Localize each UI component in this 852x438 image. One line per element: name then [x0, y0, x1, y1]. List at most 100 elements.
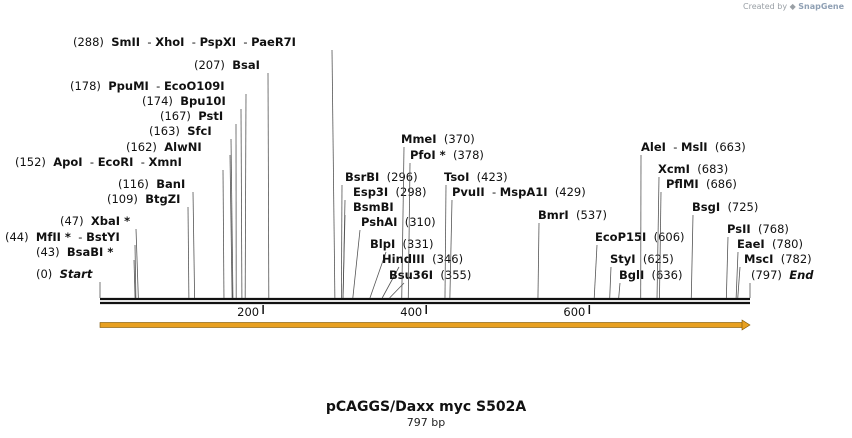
site-pshai[interactable]: PshAI (310)	[352, 215, 436, 299]
site-connector	[134, 244, 137, 299]
site-label[interactable]: (178) PpuMI - EcoO109I	[70, 79, 225, 93]
site-label[interactable]: PsII (768)	[727, 222, 789, 236]
label-gap	[773, 252, 780, 266]
site-label[interactable]: (207) BsaI	[194, 58, 260, 72]
site-label[interactable]: BsgI (725)	[692, 200, 758, 214]
site-tsoi[interactable]: TsoI (423)	[444, 170, 508, 299]
site-label[interactable]: PflMI (686)	[666, 177, 737, 191]
site-pvuii[interactable]: PvuII - MspA1I (429)	[449, 185, 586, 299]
site-start[interactable]: (0) Start	[36, 267, 101, 298]
site-label[interactable]: BglI (636)	[619, 268, 682, 282]
map-title: pCAGGS/Daxx myc S502A	[325, 399, 527, 415]
site-pfoi[interactable]: PfoI * (378)	[407, 148, 484, 299]
site-mfii[interactable]: (44) MfII * - BstYI	[5, 230, 137, 299]
site-bmri[interactable]: BmrI (537)	[537, 208, 607, 299]
site-label[interactable]: (109) BtgZI	[107, 192, 180, 206]
site-label[interactable]: Bsu36I (355)	[389, 268, 471, 282]
feature-arrow-body	[99, 322, 744, 328]
site-sfci[interactable]: (163) SfcI	[149, 124, 234, 299]
site-connector	[342, 214, 346, 299]
enzyme-name: MspA1I	[500, 185, 548, 199]
site-bgli[interactable]: BglI (636)	[618, 268, 683, 299]
site-alei[interactable]: AleI - MslI (663)	[640, 140, 746, 299]
site-label[interactable]: HindIII (346)	[382, 252, 463, 266]
site-bsmbi[interactable]: BsmBI	[342, 200, 394, 299]
site-hindiii[interactable]: HindIII (346)	[381, 252, 463, 299]
enzyme-name: XbaI *	[91, 214, 130, 228]
site-label[interactable]: BmrI (537)	[538, 208, 607, 222]
site-alwni[interactable]: (162) AlwNI	[126, 140, 233, 299]
enzyme-name: PaeR7I	[251, 35, 296, 49]
site-blpi[interactable]: BlpI (331)	[369, 237, 434, 299]
site-psii[interactable]: PsII (768)	[725, 222, 789, 299]
site-label[interactable]: EaeI (780)	[737, 237, 803, 251]
site-label[interactable]: PvuII - MspA1I (429)	[452, 185, 586, 199]
site-eaei[interactable]: EaeI (780)	[735, 237, 803, 299]
site-position: (288)	[73, 35, 104, 49]
site-label[interactable]: PfoI * (378)	[410, 148, 484, 162]
site-xbai[interactable]: (47) XbaI *	[60, 214, 139, 299]
site-label[interactable]: EcoP15I (606)	[595, 230, 685, 244]
site-label[interactable]: PshAI (310)	[361, 215, 436, 229]
site-bsu36i[interactable]: Bsu36I (355)	[389, 268, 471, 299]
site-bani[interactable]: (116) BanI	[118, 177, 196, 299]
label-gap	[699, 177, 706, 191]
site-ppumi[interactable]: (178) PpuMI - EcoO109I	[70, 79, 247, 299]
site-bsabi[interactable]: (43) BsaBI *	[36, 245, 136, 299]
enzyme-name: XcmI	[658, 162, 690, 176]
site-bsgi[interactable]: BsgI (725)	[690, 200, 758, 299]
site-label[interactable]: MscI (782)	[744, 252, 812, 266]
site-position: (797)	[751, 268, 782, 282]
site-position: (663)	[715, 140, 746, 154]
site-bpu10i[interactable]: (174) Bpu10I	[142, 94, 243, 299]
site-label[interactable]: XcmI (683)	[658, 162, 728, 176]
site-styi[interactable]: StyI (625)	[609, 252, 674, 299]
site-btgzi[interactable]: (109) BtgZI	[107, 192, 190, 299]
credit-brand: SnapGene	[798, 2, 844, 11]
site-connector	[331, 49, 336, 299]
site-bsai[interactable]: (207) BsaI	[194, 58, 270, 299]
site-label[interactable]: StyI (625)	[610, 252, 674, 266]
name-separator: -	[83, 155, 98, 169]
site-label[interactable]: (47) XbaI *	[60, 214, 130, 228]
site-label[interactable]: AleI - MslI (663)	[641, 140, 746, 154]
name-separator: -	[140, 35, 155, 49]
site-label[interactable]: MmeI (370)	[401, 132, 475, 146]
site-apoi[interactable]: (152) ApoI - EcoRI - XmnI	[15, 155, 225, 299]
site-psti[interactable]: (167) PstI	[160, 109, 237, 299]
site-connector	[192, 191, 196, 299]
site-smii[interactable]: (288) SmII - XhoI - PspXI - PaeR7I	[73, 35, 336, 299]
enzyme-name: PsII	[727, 222, 751, 236]
site-label[interactable]: (152) ApoI - EcoRI - XmnI	[15, 155, 182, 169]
site-label[interactable]: Esp3I (298)	[353, 185, 426, 199]
enzyme-name: Esp3I	[353, 185, 388, 199]
site-ecop15i[interactable]: EcoP15I (606)	[593, 230, 685, 299]
site-end[interactable]: (797) End	[749, 268, 814, 298]
site-xcmi[interactable]: XcmI (683)	[656, 162, 728, 299]
label-gap	[569, 208, 576, 222]
site-pflmi[interactable]: PflMI (686)	[659, 177, 737, 299]
site-msci[interactable]: MscI (782)	[737, 252, 812, 299]
site-position: (43)	[36, 245, 60, 259]
site-label[interactable]: (116) BanI	[118, 177, 185, 191]
site-label[interactable]: (43) BsaBI *	[36, 245, 113, 259]
site-label[interactable]: (163) SfcI	[149, 124, 212, 138]
enzyme-name: EcoRI	[98, 155, 134, 169]
site-label[interactable]: (797) End	[751, 268, 814, 282]
site-mmei[interactable]: MmeI (370)	[401, 132, 475, 299]
label-gap	[101, 79, 108, 93]
site-label[interactable]: (44) MfII * - BstYI	[5, 230, 120, 244]
site-label[interactable]: BsrBI (296)	[345, 170, 418, 184]
site-position: (152)	[15, 155, 46, 169]
enzyme-name: BglI	[619, 268, 644, 282]
site-label[interactable]: BlpI (331)	[370, 237, 433, 251]
site-label[interactable]: (0) Start	[36, 267, 93, 281]
enzyme-name: PflMI	[666, 177, 699, 191]
site-label[interactable]: (167) PstI	[160, 109, 223, 123]
site-label[interactable]: BsmBI	[353, 200, 394, 214]
site-label[interactable]: (162) AlwNI	[126, 140, 202, 154]
site-label[interactable]: TsoI (423)	[444, 170, 508, 184]
site-position: (429)	[555, 185, 586, 199]
site-label[interactable]: (288) SmII - XhoI - PspXI - PaeR7I	[73, 35, 296, 49]
site-label[interactable]: (174) Bpu10I	[142, 94, 226, 108]
